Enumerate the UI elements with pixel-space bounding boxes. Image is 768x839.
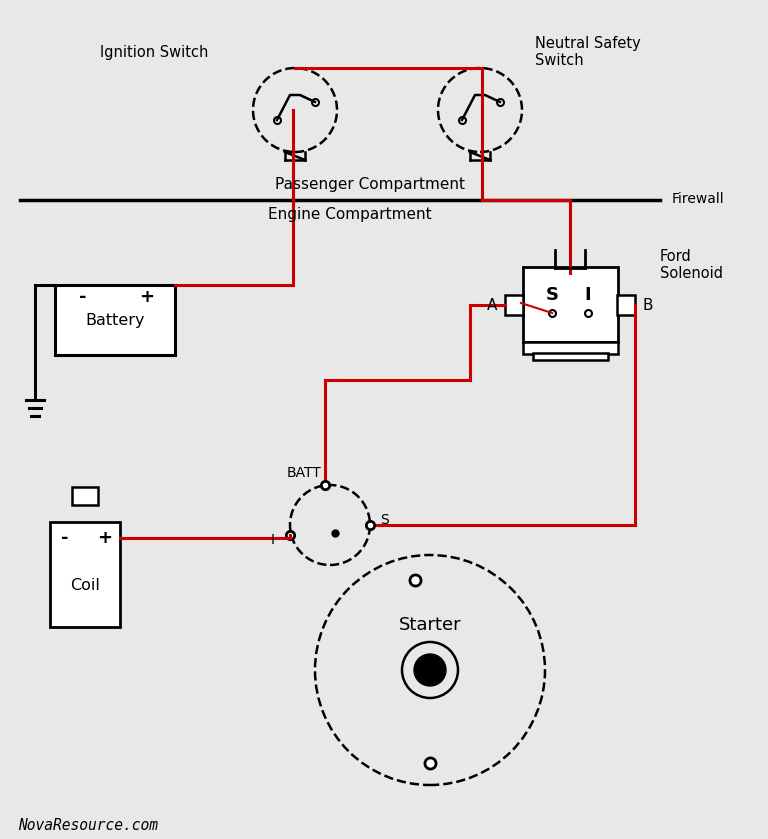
Text: +: + (140, 288, 154, 306)
Bar (505, 295, 523, 315)
Text: Coil: Coil (70, 577, 100, 592)
Bar (55, 285, 175, 355)
Text: A: A (487, 298, 497, 312)
Text: Neutral Safety
Switch: Neutral Safety Switch (535, 36, 641, 68)
Text: Passenger Compartment: Passenger Compartment (275, 178, 465, 192)
Text: Engine Compartment: Engine Compartment (268, 207, 432, 222)
Bar (72, 487, 98, 505)
Text: Firewall: Firewall (672, 192, 725, 206)
Text: +: + (98, 529, 112, 547)
Text: BATT: BATT (287, 466, 322, 480)
Text: NovaResource.com: NovaResource.com (18, 817, 158, 832)
Circle shape (315, 555, 545, 785)
Text: I: I (584, 286, 591, 304)
Bar (50, 522, 120, 627)
Bar (523, 267, 618, 342)
Text: -: - (79, 288, 87, 306)
Circle shape (290, 485, 370, 565)
Text: B: B (643, 298, 654, 312)
Bar (617, 295, 635, 315)
Text: Starter: Starter (399, 616, 462, 634)
Text: S: S (380, 513, 389, 527)
Text: I: I (271, 533, 275, 547)
Circle shape (414, 654, 446, 686)
Text: Battery: Battery (85, 312, 144, 327)
Text: S: S (545, 286, 558, 304)
Bar (533, 353, 608, 360)
Bar (523, 342, 618, 354)
Text: -: - (61, 529, 69, 547)
Text: Ford
Solenoid: Ford Solenoid (660, 249, 723, 281)
Text: Ignition Switch: Ignition Switch (100, 44, 208, 60)
